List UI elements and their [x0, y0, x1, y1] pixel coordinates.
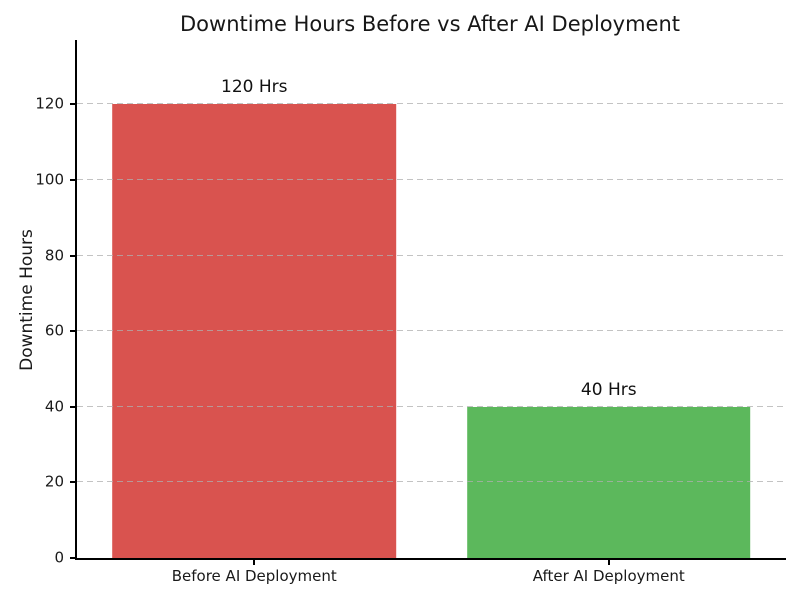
y-axis-label: Downtime Hours: [17, 229, 37, 371]
y-tick-label: 100: [35, 170, 64, 189]
gridline: [77, 254, 786, 256]
gridline: [77, 405, 786, 407]
y-tick-mark: [70, 481, 75, 484]
y-tick-label: 120: [35, 94, 64, 113]
y-tick-mark: [70, 330, 75, 333]
bar-value-label: 120 Hrs: [221, 77, 288, 98]
y-tick-mark: [70, 178, 75, 181]
y-tick-mark: [70, 103, 75, 106]
gridline: [77, 330, 786, 332]
x-tick-label: Before AI Deployment: [171, 567, 337, 585]
bar-before-ai-deployment: [112, 104, 397, 558]
x-tick-mark: [253, 560, 256, 565]
y-tick-label: 40: [44, 397, 64, 416]
plot-area: 0 20 40 60 80 100 120 120 Hrs Before AI Deployme…: [35, 40, 786, 585]
y-tick-label: 60: [44, 321, 64, 340]
y-tick-label: 0: [54, 548, 64, 567]
y-tick-mark: [70, 557, 75, 559]
y-tick-mark: [70, 405, 75, 408]
gridline: [77, 481, 786, 483]
y-tick-label: 80: [44, 246, 64, 265]
x-tick-label: After AI Deployment: [532, 567, 685, 585]
x-tick-mark: [607, 560, 610, 565]
bar-value-label: 40 Hrs: [580, 379, 637, 400]
y-tick-label: 20: [44, 472, 64, 491]
gridline: [77, 103, 786, 105]
gridline: [77, 178, 786, 180]
y-tick-mark: [70, 254, 75, 257]
chart-title: Downtime Hours Before vs After AI Deploy…: [180, 12, 680, 36]
